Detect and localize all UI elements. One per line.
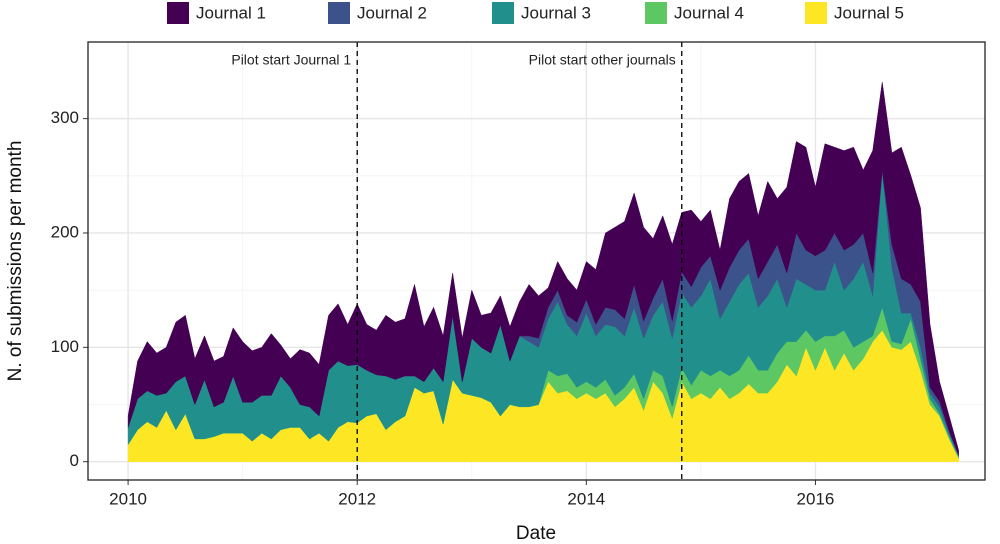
legend-label: Journal 4 xyxy=(674,3,744,22)
x-tick-label: 2016 xyxy=(797,489,835,508)
y-tick-label: 200 xyxy=(51,222,79,241)
legend-swatch xyxy=(492,2,514,24)
area xyxy=(127,81,959,455)
y-tick-label: 0 xyxy=(70,451,79,470)
legend-label: Journal 1 xyxy=(196,3,266,22)
legend-swatch xyxy=(328,2,350,24)
legend-label: Journal 2 xyxy=(357,3,427,22)
annotation-label: Pilot start other journals xyxy=(529,52,676,68)
y-axis-label: N. of submissions per month xyxy=(5,141,26,382)
x-tick-label: 2010 xyxy=(109,489,147,508)
legend-swatch xyxy=(645,2,667,24)
legend-swatch xyxy=(805,2,827,24)
x-axis-label: Date xyxy=(516,523,556,544)
y-tick-label: 100 xyxy=(51,337,79,356)
legend-label: Journal 3 xyxy=(521,3,591,22)
legend-label: Journal 5 xyxy=(834,3,904,22)
plot-border xyxy=(87,41,986,481)
x-tick-label: 2012 xyxy=(338,489,376,508)
x-tick-label: 2014 xyxy=(567,489,605,508)
annotation-label: Pilot start Journal 1 xyxy=(231,52,351,68)
y-tick-label: 300 xyxy=(51,108,79,127)
legend-swatch xyxy=(167,2,189,24)
